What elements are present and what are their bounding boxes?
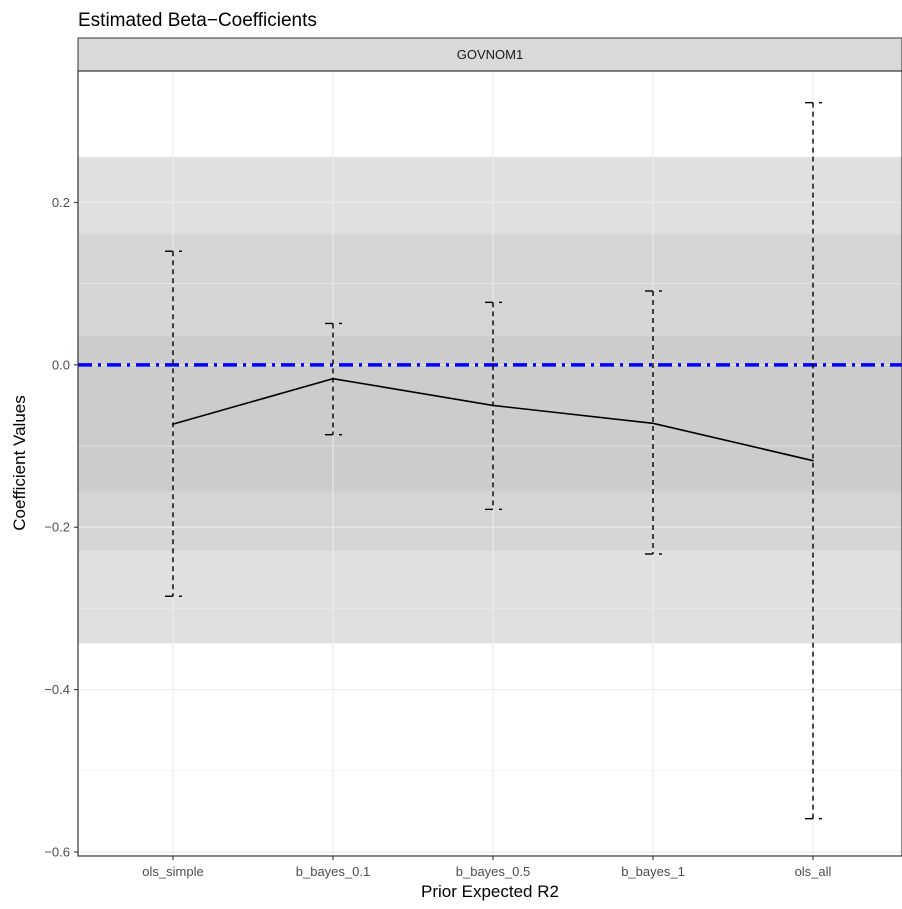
shaded-band-2 <box>78 336 902 492</box>
y-tick-label: −0.2 <box>44 520 70 535</box>
y-axis: 0.2 0.0 −0.2 −0.4 −0.6 <box>44 195 78 859</box>
facet-strip-label: GOVNOM1 <box>457 47 523 62</box>
shaded-bands <box>78 157 902 644</box>
estimate-point-b_bayes_0.1 <box>332 377 334 380</box>
x-tick-label: ols_all <box>795 864 832 879</box>
y-tick-label: 0.2 <box>52 195 70 210</box>
y-axis-title: Coefficient Values <box>10 395 29 530</box>
estimate-point-b_bayes_1 <box>652 422 654 425</box>
estimate-point-ols_simple <box>172 423 174 425</box>
x-tick-label: b_bayes_1 <box>621 864 685 879</box>
x-tick-label: b_bayes_0.1 <box>296 864 370 879</box>
x-tick-label: ols_simple <box>142 864 203 879</box>
estimate-point-ols_all <box>812 459 814 462</box>
x-axis: ols_simple b_bayes_0.1 b_bayes_0.5 b_bayes_… <box>142 856 832 879</box>
y-tick-label: −0.6 <box>44 844 70 859</box>
x-axis-title: Prior Expected R2 <box>421 882 559 901</box>
facet-strip <box>77 37 902 72</box>
estimate-point-b_bayes_0.5 <box>492 404 494 407</box>
estimate-line-group <box>172 377 814 462</box>
panel-border <box>77 70 902 857</box>
y-tick-label: 0.0 <box>52 357 70 372</box>
x-tick-label: b_bayes_0.5 <box>456 864 530 879</box>
y-tick-label: −0.4 <box>44 682 70 697</box>
chart-title: Estimated Beta−Coefficients <box>78 10 317 31</box>
